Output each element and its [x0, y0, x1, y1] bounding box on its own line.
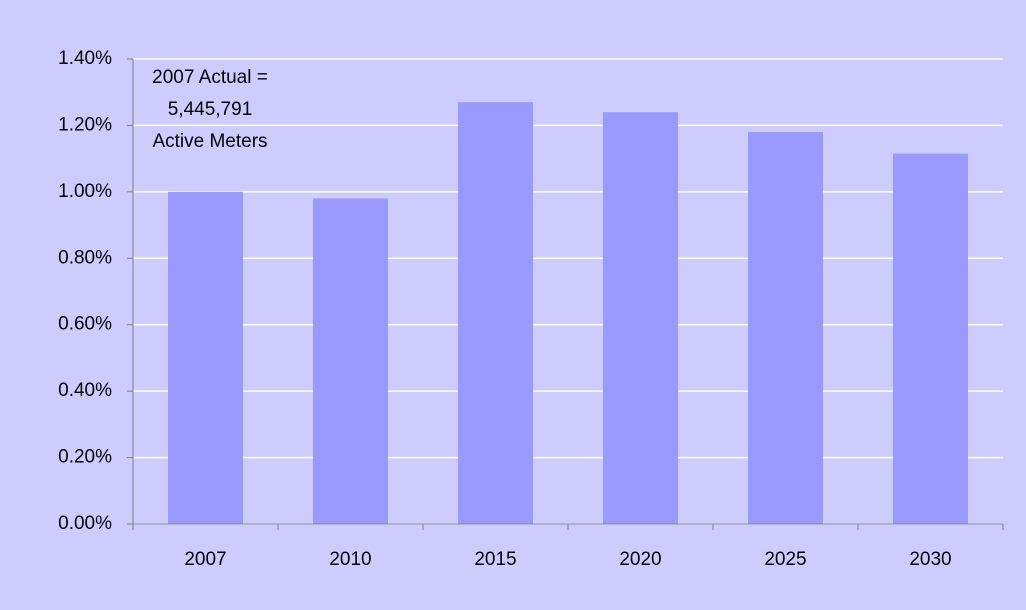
bar: [458, 102, 533, 524]
y-tick-label: 0.80%: [58, 247, 112, 268]
x-tick-label: 2030: [909, 549, 951, 570]
annotation: 5,445,791: [168, 99, 253, 120]
y-tick-label: 0.20%: [58, 447, 112, 468]
bar: [893, 153, 968, 525]
bar: [603, 112, 678, 525]
x-tick-label: 2015: [474, 549, 516, 570]
bar: [168, 191, 243, 524]
bar: [313, 198, 388, 524]
y-tick-label: 0.00%: [58, 513, 112, 534]
y-tick-label: 1.20%: [58, 114, 112, 135]
x-tick-label: 2020: [619, 549, 661, 570]
y-tick-label: 1.40%: [58, 48, 112, 69]
x-tick-label: 2007: [184, 549, 226, 570]
x-tick-label: 2025: [764, 549, 806, 570]
y-tick-label: 1.00%: [58, 181, 112, 202]
x-tick-label: 2010: [329, 549, 371, 570]
y-tick-label: 0.40%: [58, 380, 112, 401]
bar: [748, 132, 823, 525]
y-tick-label: 0.60%: [58, 314, 112, 335]
annotation: Active Meters: [152, 131, 267, 152]
annotation: 2007 Actual =: [152, 67, 268, 88]
